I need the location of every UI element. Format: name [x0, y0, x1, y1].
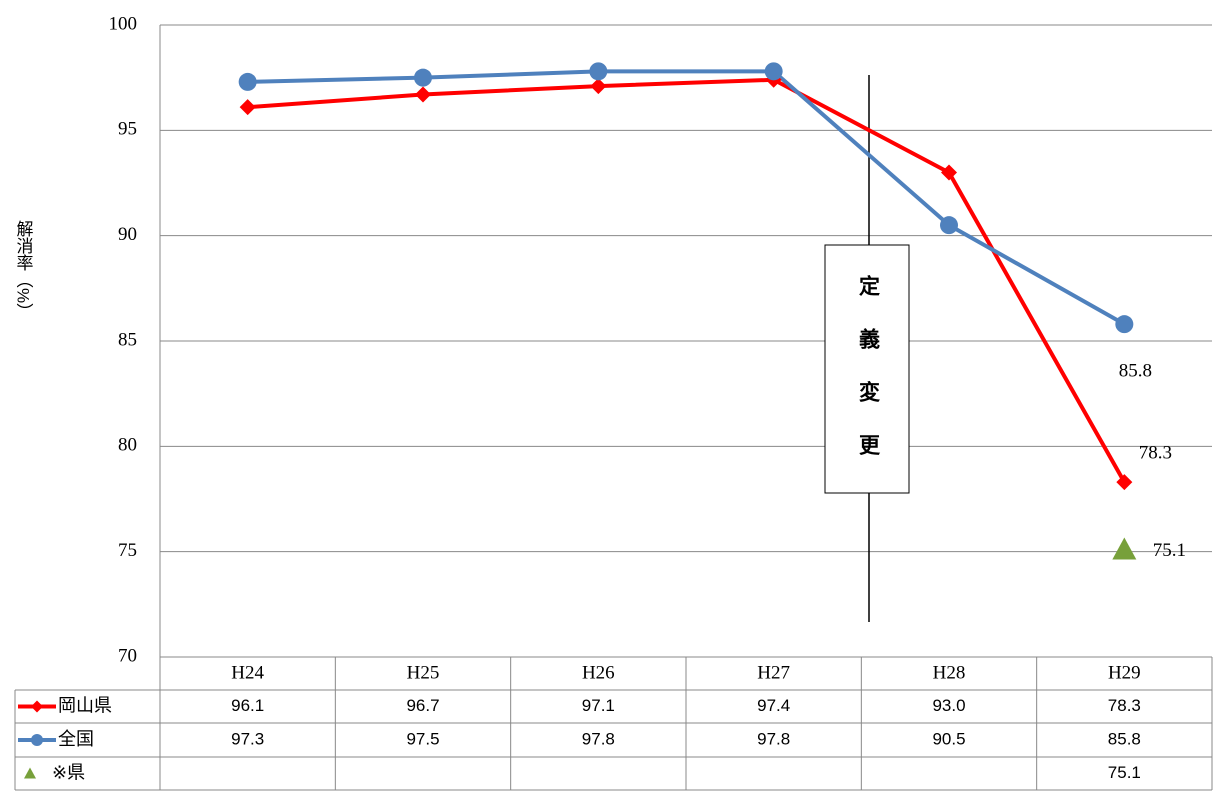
- data-label: 75.1: [1153, 540, 1186, 561]
- marker: [590, 78, 607, 95]
- marker: [940, 216, 958, 235]
- annotation-box: [824, 244, 910, 494]
- table-cell: 96.1: [231, 696, 264, 715]
- marker: [415, 86, 431, 103]
- table-cell: 97.5: [406, 729, 439, 748]
- y-tick-label: 70: [118, 645, 137, 666]
- table-cell: 97.1: [582, 696, 615, 715]
- marker: [764, 62, 783, 81]
- y-tick-label: 95: [118, 119, 137, 140]
- marker: [1115, 315, 1134, 334]
- y-tick-label: 75: [118, 540, 137, 561]
- table-cell: 93.0: [932, 696, 965, 715]
- series-line: [247, 69, 1126, 326]
- data-label: 78.3: [1139, 443, 1172, 464]
- legend-marker: [24, 767, 36, 779]
- series-line: [247, 77, 1127, 484]
- legend-label: ※県: [52, 762, 85, 782]
- legend-marker: [31, 700, 43, 713]
- annotation-text: 定義変更: [856, 274, 880, 487]
- marker: [941, 164, 957, 181]
- x-tick-label: H28: [933, 662, 966, 683]
- table-cell: 97.8: [582, 729, 615, 748]
- x-tick-label: H25: [407, 662, 440, 683]
- marker: [238, 72, 257, 91]
- table-cell: 90.5: [932, 729, 965, 748]
- y-tick-label: 100: [109, 13, 138, 34]
- table-cell: 96.7: [406, 696, 439, 715]
- legend-label: 岡山県: [58, 695, 112, 715]
- table-cell: 78.3: [1108, 696, 1141, 715]
- x-tick-label: H24: [231, 662, 264, 683]
- data-label: 85.8: [1119, 361, 1152, 382]
- marker: [1116, 474, 1133, 491]
- y-axis-label: 解消率（%）: [14, 220, 34, 320]
- x-tick-label: H29: [1108, 662, 1141, 683]
- table-cell: 97.8: [757, 729, 790, 748]
- y-tick-label: 80: [118, 435, 137, 456]
- x-tick-label: H27: [757, 662, 790, 683]
- table-cell: 85.8: [1108, 729, 1141, 748]
- marker: [1112, 537, 1137, 560]
- y-tick-label: 85: [118, 329, 137, 350]
- marker: [414, 68, 432, 87]
- table-cell: 97.3: [231, 729, 264, 748]
- legend-label: 全国: [58, 729, 94, 749]
- marker: [589, 62, 608, 81]
- table-cell: 97.4: [757, 696, 790, 715]
- y-tick-label: 90: [118, 224, 137, 245]
- legend-marker: [31, 734, 43, 746]
- x-tick-label: H26: [582, 662, 615, 683]
- marker: [239, 99, 256, 116]
- table-cell: 75.1: [1108, 763, 1141, 782]
